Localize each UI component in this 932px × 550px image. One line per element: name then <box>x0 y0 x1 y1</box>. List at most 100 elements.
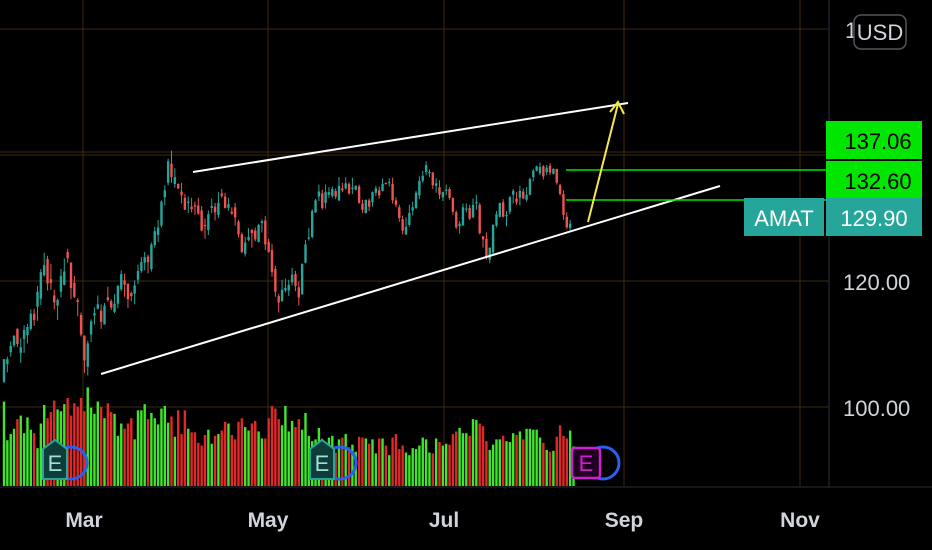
volume-bar <box>136 410 140 486</box>
volume-bar <box>518 431 522 486</box>
candle <box>270 243 274 277</box>
volume-bar <box>140 410 143 486</box>
volume-bar <box>76 406 79 486</box>
candle <box>153 226 156 248</box>
candle <box>408 204 411 227</box>
candles <box>2 150 572 384</box>
candle <box>548 163 552 176</box>
volume-bar <box>294 427 297 486</box>
candle <box>36 286 39 321</box>
volume-bar <box>495 439 498 486</box>
candle <box>32 308 36 326</box>
candle <box>364 199 367 214</box>
candle <box>213 202 217 221</box>
candle <box>200 206 203 232</box>
candle <box>166 158 170 186</box>
volume-bar <box>120 423 123 486</box>
volume-bar <box>451 434 455 486</box>
candle <box>59 269 63 298</box>
volume-bar <box>428 452 431 486</box>
candle <box>518 185 522 206</box>
candle <box>451 197 455 215</box>
target-arrow[interactable] <box>587 103 619 223</box>
candle <box>12 335 16 348</box>
candle <box>528 177 532 196</box>
lower-trend-line[interactable] <box>100 185 721 375</box>
volume-bar <box>143 404 146 486</box>
volume-bar <box>471 419 475 486</box>
earnings-marker-2[interactable]: E <box>309 438 358 481</box>
volume-bar <box>170 416 173 486</box>
volume-bar <box>290 420 294 486</box>
volume-bar <box>532 429 535 486</box>
time-label-nov: Nov <box>780 509 820 532</box>
volume-bar <box>374 453 378 486</box>
volume-bar <box>461 433 465 486</box>
volume-bar <box>99 406 103 486</box>
volume-bar <box>116 435 120 486</box>
price-tag-137-06: 137.06 <box>826 121 922 159</box>
volume-bar <box>133 439 136 486</box>
earnings-marker-3[interactable]: E <box>570 445 621 481</box>
volume-bar <box>304 412 307 486</box>
candle <box>113 294 116 314</box>
volume-bar <box>83 411 86 486</box>
candle <box>398 204 401 222</box>
drawings[interactable] <box>100 100 829 375</box>
volume-bar <box>535 429 538 486</box>
candle <box>160 200 163 228</box>
volume-bar <box>9 434 12 486</box>
candle <box>187 196 190 213</box>
candle <box>404 217 408 236</box>
volume-bar <box>434 438 438 486</box>
volume-bar <box>498 439 501 486</box>
candle <box>381 178 384 192</box>
time-label-may: May <box>248 509 289 532</box>
volume-bar <box>43 405 46 486</box>
volume-bar <box>106 403 110 486</box>
candle <box>324 184 327 209</box>
volume-bar <box>367 443 371 486</box>
volume-bar <box>96 401 99 486</box>
volume-bar <box>150 412 153 486</box>
volume-bar <box>173 436 177 486</box>
candle <box>277 293 280 313</box>
candle <box>478 202 481 235</box>
candle <box>428 169 431 178</box>
candle <box>508 195 512 215</box>
volume-bar <box>160 408 163 486</box>
upper-trend-line[interactable] <box>192 102 629 173</box>
candle <box>156 219 160 242</box>
candle <box>183 194 187 210</box>
candle <box>227 197 230 211</box>
candle <box>535 165 538 172</box>
candle <box>337 177 341 201</box>
candle <box>29 309 32 331</box>
volume-bar <box>344 434 347 486</box>
currency-button[interactable]: USD <box>853 14 907 50</box>
candle <box>357 184 361 204</box>
volume-bar <box>244 427 247 486</box>
candle <box>130 291 133 302</box>
candle <box>93 307 96 325</box>
volume-bar <box>233 439 237 486</box>
volume-bar <box>445 443 448 486</box>
volume-bar <box>223 421 227 486</box>
volume-bar <box>424 439 428 486</box>
candle <box>116 284 120 309</box>
volume-bar <box>89 407 93 486</box>
candle <box>163 185 166 206</box>
candle <box>260 219 264 233</box>
candle <box>22 325 26 353</box>
candle <box>512 189 515 204</box>
earnings-marker-1[interactable]: E <box>42 438 89 481</box>
candle <box>247 228 250 242</box>
volume-bar <box>187 428 190 486</box>
time-label-jul: Jul <box>429 509 459 532</box>
candle <box>538 162 542 176</box>
candle <box>19 338 22 363</box>
candle <box>300 263 304 295</box>
volume-bar <box>512 433 515 486</box>
volume-bar <box>351 444 354 486</box>
